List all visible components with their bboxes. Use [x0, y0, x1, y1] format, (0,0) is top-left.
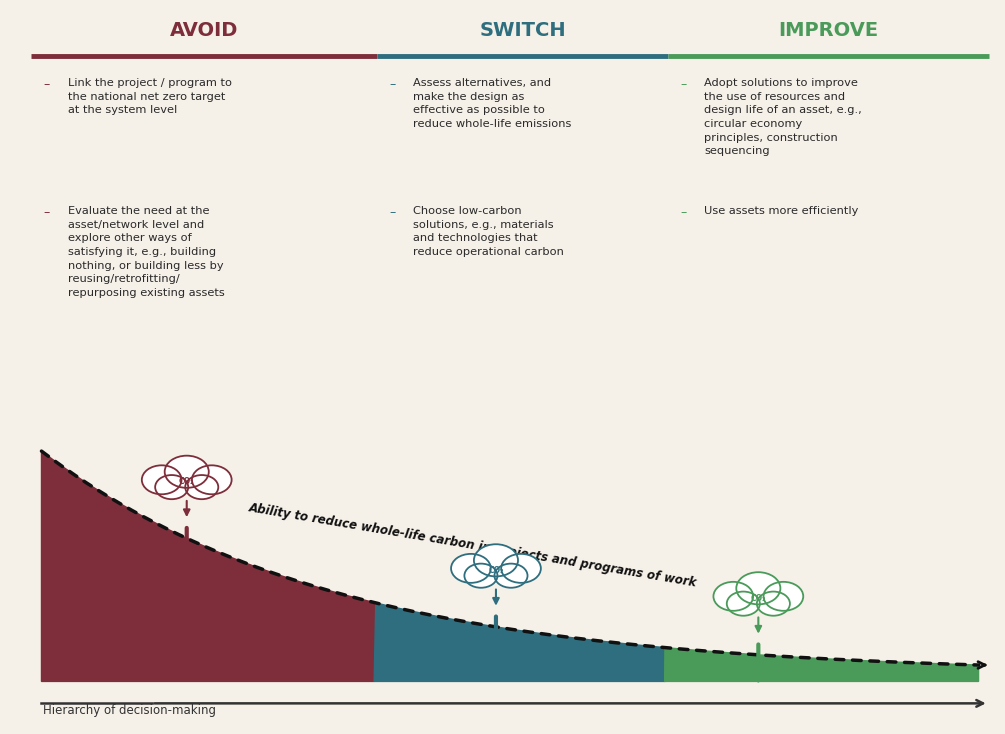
Text: Link the project / program to
the national net zero target
at the system level: Link the project / program to the nation… [67, 78, 231, 115]
Circle shape [451, 554, 490, 583]
Text: SWITCH: SWITCH [479, 21, 566, 40]
Text: Use assets more efficiently: Use assets more efficiently [704, 206, 858, 216]
Text: CO₂: CO₂ [488, 566, 504, 575]
Circle shape [727, 592, 760, 616]
Text: Adopt solutions to improve
the use of resources and
design life of an asset, e.g: Adopt solutions to improve the use of re… [704, 78, 861, 156]
Text: –: – [680, 206, 686, 219]
Circle shape [155, 475, 188, 499]
Text: Assess alternatives, and
make the design as
effective as possible to
reduce whol: Assess alternatives, and make the design… [413, 78, 572, 129]
Text: –: – [680, 78, 686, 91]
Text: Evaluate the need at the
asset/network level and
explore other ways of
satisfyin: Evaluate the need at the asset/network l… [67, 206, 224, 298]
Circle shape [757, 592, 790, 616]
Text: –: – [389, 78, 396, 91]
Circle shape [185, 475, 218, 499]
Text: CO₂: CO₂ [179, 478, 195, 487]
Text: Hierarchy of decision-making: Hierarchy of decision-making [43, 704, 216, 717]
Circle shape [494, 564, 528, 588]
Circle shape [714, 582, 753, 611]
Circle shape [737, 573, 781, 604]
Text: –: – [43, 206, 49, 219]
Text: IMPROVE: IMPROVE [778, 21, 878, 40]
Circle shape [501, 554, 541, 583]
Circle shape [764, 582, 803, 611]
Circle shape [464, 564, 497, 588]
Polygon shape [41, 451, 376, 681]
Circle shape [142, 465, 182, 494]
Circle shape [192, 465, 231, 494]
Text: Choose low-carbon
solutions, e.g., materials
and technologies that
reduce operat: Choose low-carbon solutions, e.g., mater… [413, 206, 564, 257]
Circle shape [165, 456, 209, 488]
Text: CO₂: CO₂ [751, 594, 766, 603]
Text: –: – [389, 206, 396, 219]
Text: –: – [43, 78, 49, 91]
Polygon shape [664, 647, 979, 681]
Text: Ability to reduce whole-life carbon in projects and programs of work: Ability to reduce whole-life carbon in p… [247, 501, 697, 589]
Text: AVOID: AVOID [170, 21, 238, 40]
Circle shape [474, 544, 518, 576]
Polygon shape [374, 603, 667, 681]
